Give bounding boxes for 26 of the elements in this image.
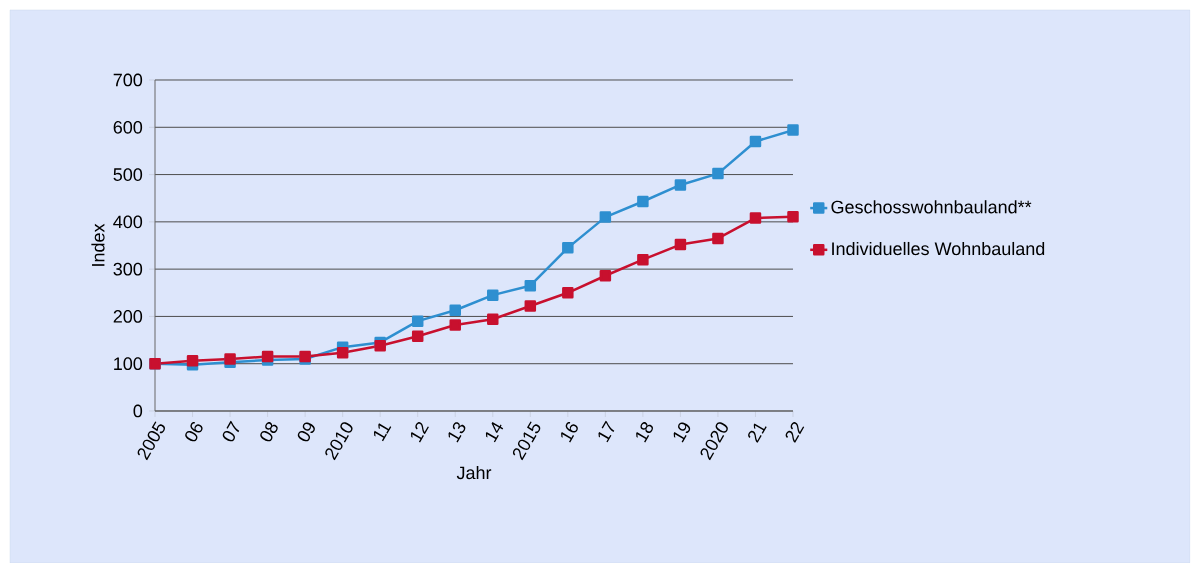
y-tick-label: 0: [133, 404, 143, 418]
y-tick-label: 600: [113, 120, 143, 134]
x-tick-label: 16: [561, 422, 578, 443]
x-tick-label: 22: [785, 422, 805, 443]
x-axis-title: Jahr: [456, 465, 492, 480]
y-tick-label: 700: [113, 73, 143, 87]
x-tick-label: 07: [222, 420, 240, 442]
x-tick-label: 11: [373, 423, 392, 442]
y-tick-label: 300: [113, 262, 143, 276]
x-tick-label: 06: [185, 422, 203, 442]
y-tick-label: 100: [114, 357, 143, 370]
y-tick-label: 400: [113, 215, 143, 229]
y-tick-label: 200: [113, 309, 143, 323]
legend-label: Geschosswohnbauland**: [831, 200, 1032, 214]
x-tick-label: 17: [598, 420, 615, 443]
x-tick-label: 18: [636, 422, 654, 443]
legend-label: Individuelles Wohnbauland: [832, 241, 1045, 256]
y-tick-label: 500: [113, 168, 143, 181]
x-tick-label: 19: [673, 422, 691, 443]
y-axis-title: Index: [91, 223, 105, 266]
x-tick-label: 14: [485, 421, 504, 443]
x-tick-label: 21: [748, 423, 767, 443]
x-tick-label: 12: [410, 422, 429, 443]
x-tick-label: 09: [297, 422, 315, 442]
x-tick-label: 13: [448, 422, 466, 443]
x-tick-label: 08: [260, 422, 278, 442]
